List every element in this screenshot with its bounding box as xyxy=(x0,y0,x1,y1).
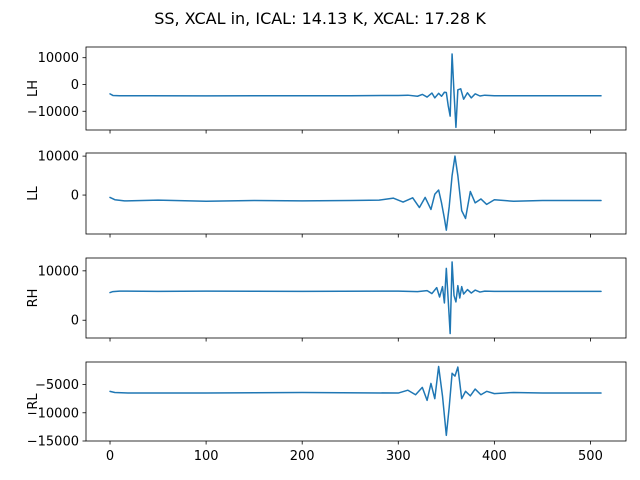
series-line-rh xyxy=(109,261,602,335)
y-tick-label: −15000 xyxy=(27,435,79,450)
axes-frame xyxy=(85,46,627,131)
y-axis-label: LH xyxy=(26,80,41,97)
y-tick-label: 10000 xyxy=(38,264,79,279)
axes-layer: 10000 0 −10000 LH 10000 0 LL 10000 0 RH −5000 −1000… xyxy=(26,46,627,464)
subplot-rl: −5000 −10000 −15000 0 100 200 300 400 500 RL xyxy=(26,361,627,464)
x-tick-label: 0 xyxy=(106,449,114,464)
y-tick-label: 0 xyxy=(71,314,79,329)
y-axis-label: LL xyxy=(26,186,41,201)
chart-title: SS, XCAL in, ICAL: 14.13 K, XCAL: 17.28 … xyxy=(154,9,486,28)
y-tick-label: −10000 xyxy=(27,406,79,421)
x-tick-label: 400 xyxy=(482,449,507,464)
x-tick-label: 300 xyxy=(386,449,411,464)
y-tick-label: 10000 xyxy=(38,51,79,66)
series-line-rl xyxy=(109,365,602,437)
axes-frame xyxy=(85,152,627,235)
y-tick-label: −5000 xyxy=(35,378,79,393)
y-axis-label: RH xyxy=(26,289,41,308)
axes-frame xyxy=(85,361,627,442)
axes-frame xyxy=(85,257,627,339)
y-axis-label: RL xyxy=(26,393,41,410)
series-line-lh xyxy=(109,53,602,129)
x-tick-label: 200 xyxy=(290,449,315,464)
y-tick-label: −10000 xyxy=(27,105,79,120)
y-tick-label: 0 xyxy=(71,78,79,93)
y-tick-label: 10000 xyxy=(38,150,79,165)
y-tick-label: 0 xyxy=(71,189,79,204)
x-tick-label: 100 xyxy=(194,449,219,464)
x-tick-label: 500 xyxy=(578,449,603,464)
subplot-rh: 10000 0 RH xyxy=(26,257,627,342)
series-line-ll xyxy=(109,155,602,231)
subplot-ll: 10000 0 LL xyxy=(26,150,627,238)
subplot-lh: 10000 0 −10000 LH xyxy=(26,46,627,134)
